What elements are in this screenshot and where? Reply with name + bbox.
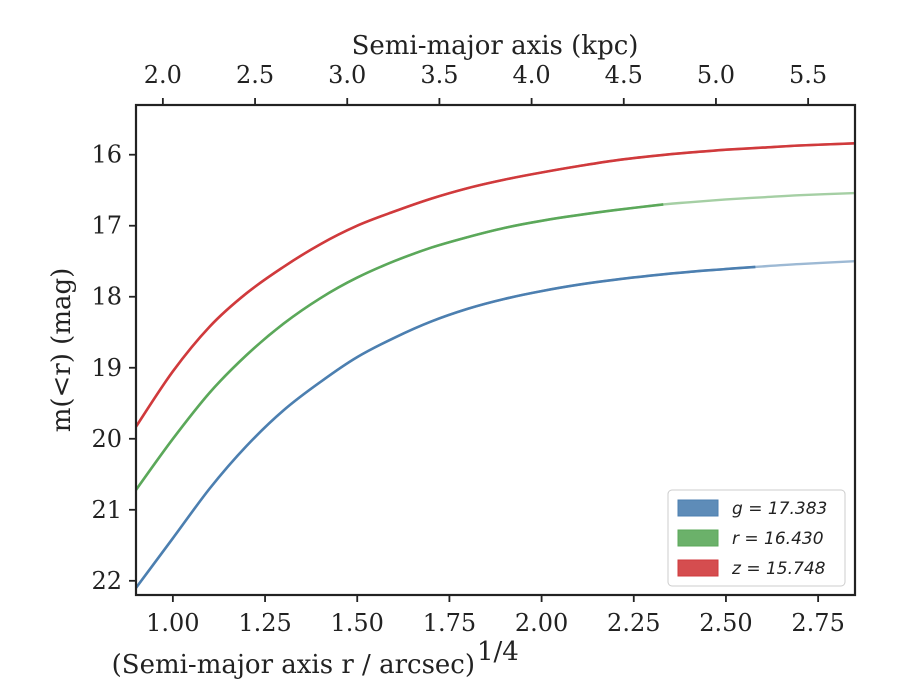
legend-swatch-z: [677, 559, 719, 577]
y-tick-label: 19: [91, 354, 122, 382]
x-tick-label: 2.50: [699, 609, 752, 637]
top-axis-title: Semi-major axis (kpc): [352, 31, 639, 61]
top-tick-label: 3.5: [420, 61, 458, 89]
series-line-z: [134, 142, 856, 428]
top-axis: 2.0 2.5 3.0 3.5 4.0 4.5 5.0 5.5: [144, 61, 827, 105]
x-tick-label: 2.25: [607, 609, 660, 637]
top-tick-label: 5.0: [697, 61, 735, 89]
top-tick-label: 4.0: [513, 61, 551, 89]
legend-swatch-r: [677, 529, 719, 547]
x-axis-title-exponent: 1/4: [477, 637, 519, 667]
plot-frame: [134, 103, 857, 597]
x-tick-label: 1.75: [423, 609, 476, 637]
legend-label-g: g = 17.383: [732, 499, 827, 519]
legend: g = 17.383 r = 16.430 z = 15.748: [667, 489, 846, 587]
y-tick-label: 21: [91, 496, 122, 524]
series-line-z-extended: [134, 142, 856, 428]
top-tick-label: 4.5: [605, 61, 643, 89]
left-axis: 16 17 18 19 20 21 22: [91, 141, 136, 595]
top-tick-label: 3.0: [328, 61, 366, 89]
y-tick-label: 16: [91, 141, 122, 169]
x-tick-label: 2.75: [791, 609, 844, 637]
series-lines: [134, 142, 856, 589]
legend-label-r: r = 16.430: [732, 529, 824, 549]
legend-swatch-g: [677, 499, 719, 517]
series-line-g: [134, 265, 756, 589]
y-tick-label: 20: [91, 425, 122, 453]
series-line-r: [134, 203, 664, 491]
top-tick-label: 5.5: [789, 61, 827, 89]
legend-label-z: z = 15.748: [731, 559, 826, 579]
x-tick-label: 1.50: [331, 609, 384, 637]
y-tick-label: 22: [91, 567, 122, 595]
y-axis-title: m(<r) (mag): [47, 268, 77, 433]
y-tick-label: 18: [91, 283, 122, 311]
bottom-axis: 1.00 1.25 1.50 1.75 2.00 2.25 2.50 2.75: [146, 595, 845, 637]
x-tick-label: 1.25: [238, 609, 291, 637]
y-tick-label: 17: [91, 212, 122, 240]
x-tick-label: 2.00: [515, 609, 568, 637]
top-tick-label: 2.0: [144, 61, 182, 89]
series-line-r-extended: [135, 191, 856, 491]
x-axis-title: (Semi-major axis r / arcsec): [112, 650, 475, 680]
x-tick-label: 1.00: [146, 609, 199, 637]
top-tick-label: 2.5: [236, 61, 274, 89]
